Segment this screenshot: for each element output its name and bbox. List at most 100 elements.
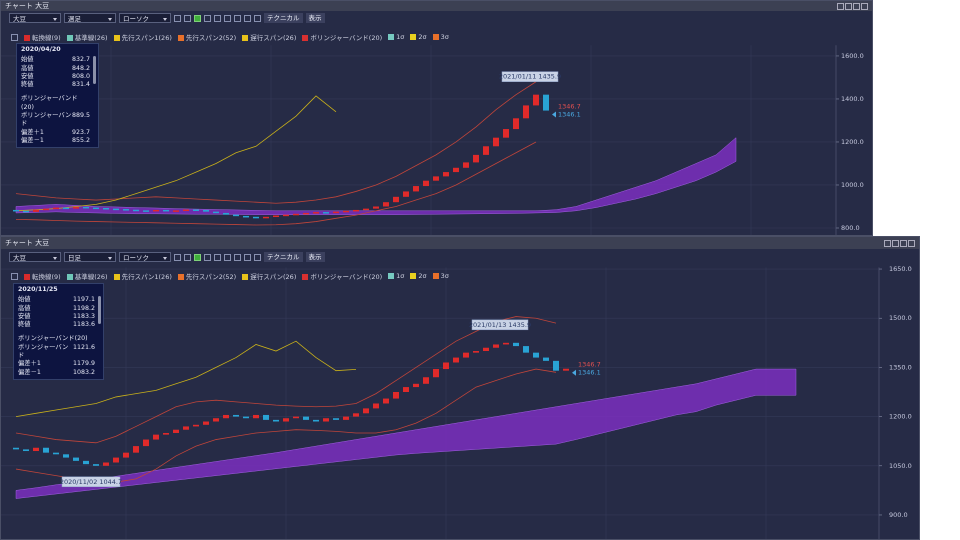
- info-value: 1198.2: [72, 304, 95, 312]
- select-chart-type[interactable]: ローソク: [119, 13, 171, 23]
- candle-body: [233, 414, 239, 417]
- tool-icon[interactable]: [204, 14, 211, 22]
- window-control[interactable]: [837, 2, 844, 10]
- candle-body: [313, 212, 319, 214]
- select-period[interactable]: 週足: [64, 13, 116, 23]
- tool-icon[interactable]: [254, 14, 261, 22]
- candle-body: [103, 462, 109, 466]
- bollinger-upper: [15, 316, 557, 444]
- info-label: ボリンジャーバンド: [18, 343, 69, 360]
- candle-body: [423, 377, 429, 384]
- tool-icon[interactable]: [234, 14, 241, 22]
- legend-item[interactable]: 3σ: [432, 33, 449, 41]
- candle-body: [443, 362, 449, 370]
- legend-item[interactable]: 1σ: [388, 33, 404, 41]
- legend-item[interactable]: 遅行スパン(26): [242, 32, 296, 42]
- tool-icon[interactable]: [234, 253, 241, 261]
- candle-body: [413, 186, 419, 192]
- tool-icon[interactable]: [174, 14, 181, 22]
- window-control[interactable]: [845, 2, 852, 10]
- tool-icon[interactable]: [184, 14, 191, 22]
- y-tick-label: 1500.0: [889, 314, 912, 322]
- select-chart-type[interactable]: ローソク: [119, 252, 171, 262]
- legend-item[interactable]: ボリンジャーバンド(20): [302, 271, 382, 281]
- candle-body: [93, 207, 99, 210]
- info-row: 偏差＋1 923.7: [21, 129, 90, 137]
- legend: 転換線(9) 基準線(26) 先行スパン1(26) 先行スパン2(52) 遅行スパン(2…: [11, 32, 449, 42]
- candle-body: [263, 414, 269, 420]
- tool-icon[interactable]: [224, 14, 231, 22]
- info-row: 偏差＋1 1179.9: [18, 360, 95, 368]
- tool-icon[interactable]: [204, 253, 211, 261]
- technical-button[interactable]: テクニカル: [264, 252, 303, 262]
- candle-body: [363, 208, 369, 211]
- candle-body: [53, 452, 59, 455]
- tool-icon[interactable]: [254, 253, 261, 261]
- legend-item[interactable]: 転換線(9): [24, 32, 61, 42]
- legend-item[interactable]: 2σ: [410, 272, 427, 280]
- tool-icon[interactable]: [184, 253, 191, 261]
- legend-label: 基準線(26): [74, 34, 108, 42]
- window-control[interactable]: [900, 239, 907, 247]
- legend-item[interactable]: 転換線(9): [24, 271, 61, 281]
- candle-body: [473, 351, 479, 353]
- window-control[interactable]: [853, 2, 860, 10]
- tool-icon[interactable]: [174, 253, 181, 261]
- tool-icon[interactable]: [244, 14, 251, 22]
- price-marker: [572, 369, 576, 376]
- tool-icon[interactable]: [194, 14, 201, 22]
- select-symbol[interactable]: 大豆: [9, 252, 61, 262]
- window-control[interactable]: [892, 239, 899, 247]
- candle-body: [183, 209, 189, 212]
- info-value: 832.7: [71, 56, 90, 64]
- legend-swatch: [302, 35, 309, 41]
- info-label: ボリンジャーバンド: [21, 112, 72, 128]
- y-tick-label: 1350.0: [889, 363, 912, 371]
- legend-item[interactable]: 先行スパン2(52): [177, 271, 236, 281]
- legend-item[interactable]: 2σ: [410, 33, 427, 41]
- tool-icon[interactable]: [214, 253, 221, 261]
- display-button[interactable]: 表示: [305, 252, 325, 262]
- legend-item[interactable]: 1σ: [388, 272, 404, 280]
- legend-icon[interactable]: [11, 272, 18, 280]
- window-control[interactable]: [884, 239, 891, 247]
- info-section: ボリンジャーバンド(20): [21, 95, 78, 111]
- lagging-span: [15, 95, 337, 212]
- candle-body: [293, 416, 299, 419]
- legend-label: 2σ: [418, 33, 427, 41]
- legend-item[interactable]: 先行スパン2(52): [177, 32, 236, 42]
- legend-item[interactable]: 遅行スパン(26): [242, 271, 296, 281]
- legend-item[interactable]: ボリンジャーバンド(20): [302, 32, 382, 42]
- info-row: 高値 1198.2: [18, 305, 95, 313]
- candle-body: [453, 167, 459, 173]
- candle-body: [243, 416, 249, 419]
- technical-button[interactable]: テクニカル: [264, 13, 303, 23]
- info-label: 偏差－1: [18, 368, 41, 376]
- legend-icon[interactable]: [11, 33, 18, 41]
- tool-icon[interactable]: [194, 253, 201, 261]
- window-control[interactable]: [908, 239, 915, 247]
- candle-body: [453, 357, 459, 363]
- candle-body: [403, 387, 409, 393]
- tool-icon[interactable]: [244, 253, 251, 261]
- window-control[interactable]: [861, 2, 868, 10]
- display-button[interactable]: 表示: [305, 13, 325, 23]
- candle-body: [123, 209, 129, 211]
- legend-item[interactable]: 基準線(26): [66, 271, 108, 281]
- tool-icon[interactable]: [214, 14, 221, 22]
- candle-body: [323, 212, 329, 214]
- candle-body: [533, 94, 539, 106]
- select-symbol[interactable]: 大豆: [9, 13, 61, 23]
- tool-icon[interactable]: [224, 253, 231, 261]
- legend-item[interactable]: 3σ: [432, 272, 449, 280]
- legend-item[interactable]: 先行スパン1(26): [113, 32, 172, 42]
- legend-item[interactable]: 先行スパン1(26): [113, 271, 172, 281]
- legend-label: 遅行スパン(26): [250, 34, 297, 42]
- candle-body: [483, 347, 489, 352]
- select-period[interactable]: 日足: [64, 252, 116, 262]
- candle-body: [493, 137, 499, 147]
- legend-item[interactable]: 基準線(26): [66, 32, 108, 42]
- legend-swatch: [432, 34, 439, 40]
- legend-swatch: [66, 274, 73, 280]
- y-tick-label: 1200.0: [841, 138, 864, 146]
